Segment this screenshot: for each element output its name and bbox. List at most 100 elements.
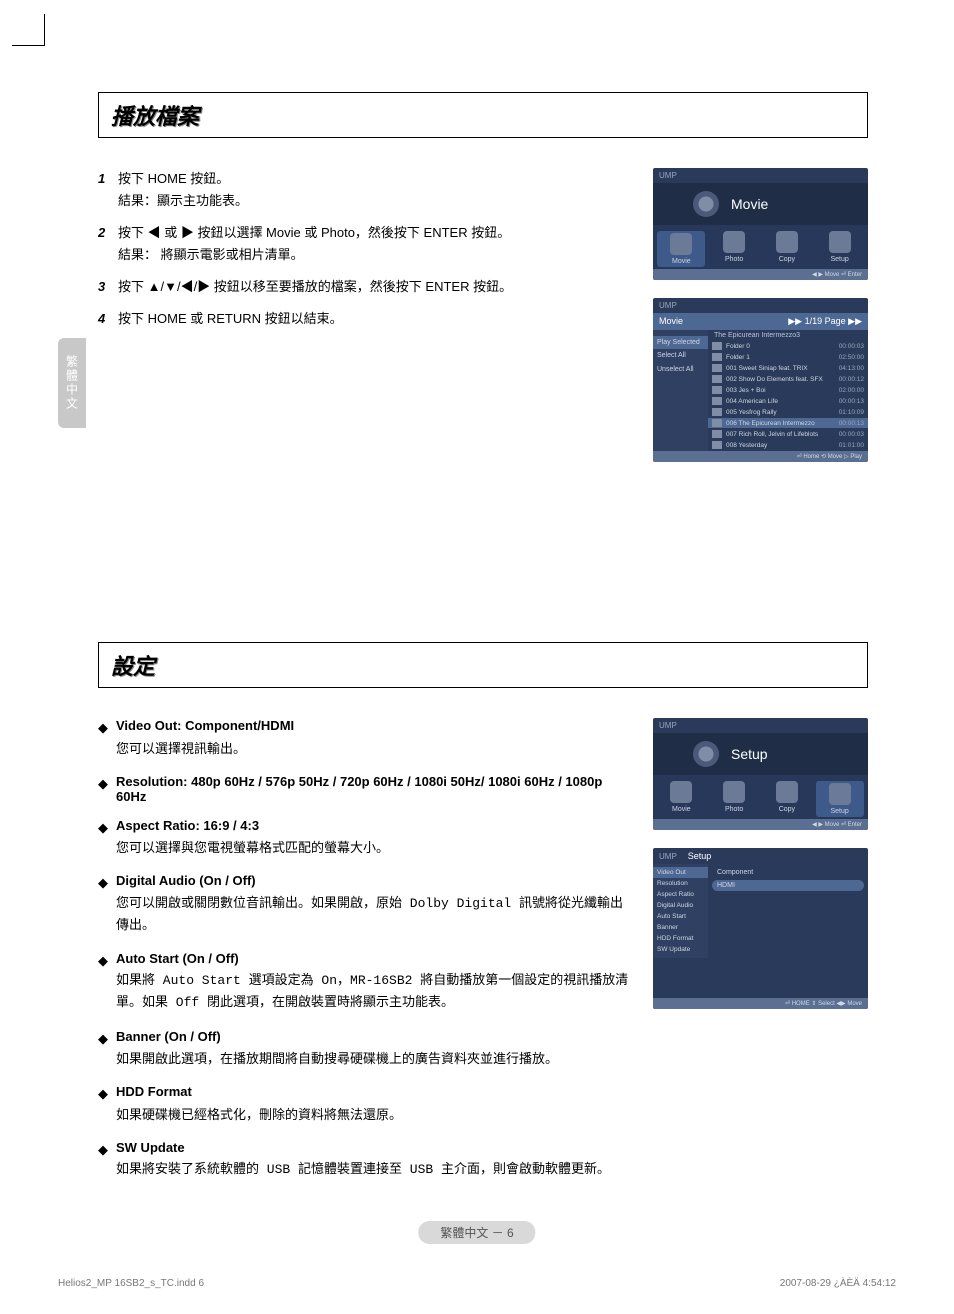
file-row[interactable]: 003 Jes + Boi02:00:00 <box>708 385 868 396</box>
file-row[interactable]: 001 Sweet Siniap feat. TRIX04:13:00 <box>708 363 868 374</box>
file-time: 01:01:00 <box>839 442 864 449</box>
footer-right: 2007-08-29 ¿ÀÈÄ 4:54:12 <box>780 1278 896 1289</box>
setup-side-item[interactable]: Resolution <box>657 878 704 889</box>
thumb-brand: UMP <box>653 718 868 733</box>
section2-title: 設定 <box>111 654 155 679</box>
setup-side-item[interactable]: Banner <box>657 922 704 933</box>
nav-label: Movie <box>657 806 705 813</box>
footer-pager: 繁體中文 － 6 <box>418 1221 535 1244</box>
thumb-setup-list-foot: ⏎ HOME ⇕ Select ◀▶ Move <box>653 998 868 1009</box>
step-text: 按下 HOME 或 RETURN 按鈕以結束。 <box>118 308 635 330</box>
section1-steps: 1按下 HOME 按鈕。結果：顯示主功能表。2按下 ◀ 或 ▶ 按鈕以選擇 Mo… <box>98 168 635 462</box>
setup-option[interactable]: HDMI <box>712 880 864 891</box>
nav-cell[interactable]: Movie <box>657 781 705 817</box>
step-number: 4 <box>98 308 118 330</box>
step-number: 2 <box>98 222 118 266</box>
setup-side-item[interactable]: Aspect Ratio <box>657 889 704 900</box>
bullet-title: Banner (On / Off) <box>116 1029 221 1044</box>
thumb-setup-opts: Component HDMI <box>708 864 868 958</box>
thumb-list-rows: The Epicurean Intermezzo3 Folder 000:00:… <box>708 330 868 451</box>
list-side-item[interactable]: Play Selected <box>653 336 708 349</box>
setup-side-item[interactable]: HDD Format <box>657 933 704 944</box>
setup-side-item[interactable]: SW Update <box>657 944 704 955</box>
thumb-setup-side: Video OutResolutionAspect RatioDigital A… <box>653 864 708 958</box>
nav-cell[interactable]: Copy <box>763 231 811 267</box>
file-row[interactable]: Folder 102:50:00 <box>708 352 868 363</box>
file-icon <box>712 441 722 449</box>
file-row[interactable]: 002 Show Do Elements feat. SFX00:00:12 <box>708 374 868 385</box>
thumb-list-body: Play SelectedSelect AllUnselect All The … <box>653 330 868 451</box>
file-time: 00:00:12 <box>839 376 864 383</box>
bullet-desc: 如果硬碟機已經格式化，刪除的資料將無法還原。 <box>116 1104 635 1126</box>
bullet-item: ◆ Auto Start (On / Off) 如果將 Auto Start 選項設… <box>98 951 635 1015</box>
thumb-list-heading-row: Movie ▶▶ 1/19 Page ▶▶ <box>653 313 868 330</box>
thumb-setup-nav: Movie Photo CopySetup <box>653 775 868 819</box>
step-number: 1 <box>98 168 118 212</box>
step-item: 1按下 HOME 按鈕。結果：顯示主功能表。 <box>98 168 635 212</box>
file-row[interactable]: 005 Yesfrog Rally01:10:09 <box>708 407 868 418</box>
nav-cell[interactable]: Setup <box>816 231 864 267</box>
bullet-title: Auto Start (On / Off) <box>116 951 239 966</box>
step-text: 按下 HOME 按鈕。結果：顯示主功能表。 <box>118 168 635 212</box>
file-row[interactable]: Folder 000:00:03 <box>708 341 868 352</box>
diamond-icon: ◆ <box>98 774 108 794</box>
section1-header: 播放檔案 <box>98 92 868 138</box>
file-row[interactable]: 008 Yesterday01:01:00 <box>708 440 868 451</box>
thumb-setup-foot: ◀ ▶ Move ⏎ Enter <box>653 819 868 830</box>
thumb-setup-list-heading: Setup <box>688 851 712 861</box>
nav-label: Photo <box>710 806 758 813</box>
diamond-icon: ◆ <box>98 951 108 971</box>
nav-cell[interactable]: Copy <box>763 781 811 817</box>
section1-thumbs: UMP Movie MoviePhotoCopySetup ◀ ▶ Move ⏎… <box>653 168 868 462</box>
file-row[interactable]: 004 American Life00:00:13 <box>708 396 868 407</box>
setup-side-item[interactable]: Auto Start <box>657 911 704 922</box>
nav-icon <box>829 231 851 253</box>
file-time: 04:13:00 <box>839 365 864 372</box>
bullet-item: ◆SW Update如果將安裝了系統軟體的 USB 記憶體裝置連接至 USB 主… <box>98 1140 635 1182</box>
thumb-list-side: Play SelectedSelect AllUnselect All <box>653 330 708 451</box>
list-side-item[interactable]: Unselect All <box>657 363 704 376</box>
diamond-icon: ◆ <box>98 1140 108 1160</box>
section2-thumbs: UMP Setup MoviePhotoCopySetup ◀ ▶ Move ⏎… <box>653 718 868 1195</box>
nav-cell[interactable]: Setup <box>816 781 864 817</box>
nav-label: Movie <box>657 258 705 265</box>
nav-icon <box>723 231 745 253</box>
step-item: 2按下 ◀ 或 ▶ 按鈕以選擇 Movie 或 Photo，然後按下 ENTER… <box>98 222 635 266</box>
nav-cell[interactable]: Photo <box>710 781 758 817</box>
file-row[interactable]: 006 The Epicurean Intermezzo00:00:13 <box>708 418 868 429</box>
file-row[interactable]: 007 Rich Roll, Jelvin of Lifeblots00:00:… <box>708 429 868 440</box>
section2-header: 設定 <box>98 642 868 688</box>
file-icon <box>712 397 722 405</box>
file-name: 003 Jes + Boi <box>726 387 839 394</box>
nav-icon <box>670 233 692 255</box>
list-side-item[interactable]: Select All <box>657 349 704 362</box>
file-name: Folder 0 <box>726 343 839 350</box>
section2-items: ◆Video Out: Component/HDMI您可以選擇視訊輸出。◆Res… <box>98 718 635 1195</box>
bullet-item: ◆Resolution: 480p 60Hz / 576p 50Hz / 720… <box>98 774 635 804</box>
thumb-list-sub: The Epicurean Intermezzo3 <box>708 330 868 341</box>
step-text: 按下 ◀ 或 ▶ 按鈕以選擇 Movie 或 Photo，然後按下 ENTER … <box>118 222 635 266</box>
file-time: 00:00:03 <box>839 431 864 438</box>
crop-mark-h <box>12 45 44 46</box>
file-time: 01:10:09 <box>839 409 864 416</box>
bullet-item: ◆Digital Audio (On / Off)您可以開啟或關閉數位音訊輸出。… <box>98 873 635 937</box>
nav-cell[interactable]: Movie <box>657 231 705 267</box>
setup-option[interactable]: Component <box>712 867 864 878</box>
file-name: 006 The Epicurean Intermezzo <box>726 420 839 427</box>
setup-side-item[interactable]: Video Out <box>653 867 708 878</box>
bullet-desc: 您可以開啟或關閉數位音訊輸出。如果開啟，原始 Dolby Digital 訊號將… <box>116 893 635 937</box>
thumb-setup-titlebar: Setup <box>653 733 868 775</box>
setup-side-item[interactable]: Digital Audio <box>657 900 704 911</box>
nav-cell[interactable]: Photo <box>710 231 758 267</box>
thumb-setup-home: UMP Setup MoviePhotoCopySetup ◀ ▶ Move ⏎… <box>653 718 868 830</box>
diamond-icon: ◆ <box>98 818 108 838</box>
file-time: 00:00:13 <box>839 398 864 405</box>
thumb-movie-titlebar: Movie <box>653 183 868 225</box>
diamond-icon: ◆ <box>98 1029 108 1049</box>
section1-columns: 1按下 HOME 按鈕。結果：顯示主功能表。2按下 ◀ 或 ▶ 按鈕以選擇 Mo… <box>98 168 868 462</box>
nav-icon <box>670 781 692 803</box>
thumb-movie-foot: ◀ ▶ Move ⏎ Enter <box>653 269 868 280</box>
bullet-desc: 如果將 Auto Start 選項設定為 On，MR-16SB2 將自動播放第一… <box>116 970 635 1014</box>
thumb-setup-body: Video OutResolutionAspect RatioDigital A… <box>653 864 868 958</box>
file-name: 001 Sweet Siniap feat. TRIX <box>726 365 839 372</box>
